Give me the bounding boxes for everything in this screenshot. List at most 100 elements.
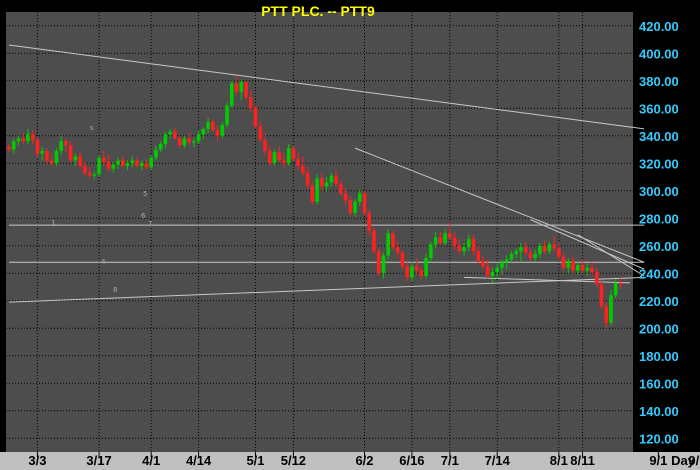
candle-body — [429, 244, 433, 259]
candle-body — [68, 145, 73, 161]
candle-body — [26, 134, 30, 142]
candle-body — [73, 156, 78, 161]
candle — [149, 155, 153, 171]
candle-body — [310, 185, 315, 202]
x-tick-label: 7/14 — [485, 453, 511, 468]
candle — [253, 105, 258, 129]
candle — [49, 153, 54, 166]
candle — [206, 117, 210, 133]
candle-body — [116, 160, 120, 165]
candle — [452, 232, 457, 250]
candle — [154, 145, 158, 161]
candle — [16, 135, 21, 146]
candle — [495, 263, 500, 279]
candle-body — [448, 233, 452, 238]
candle-body — [21, 138, 26, 142]
candle-body — [49, 160, 54, 164]
trendline — [8, 276, 645, 303]
x-tick-label: 8/1 — [550, 453, 568, 468]
candle — [64, 138, 68, 153]
trendline — [464, 276, 630, 284]
candle — [78, 152, 82, 169]
candle-body — [405, 266, 409, 278]
candle — [561, 252, 566, 271]
candle — [244, 80, 248, 100]
candle-body — [542, 245, 547, 252]
x-tick-label: 7/1 — [441, 453, 459, 468]
candle — [414, 258, 419, 275]
candle — [538, 243, 542, 259]
candle — [92, 171, 97, 180]
x-tick-label: 4/14 — [186, 453, 212, 468]
trendline — [8, 44, 645, 130]
candle — [40, 146, 44, 161]
plot-area — [6, 12, 633, 452]
candle-body — [286, 148, 291, 164]
candle — [357, 189, 362, 206]
candle-body — [604, 306, 609, 323]
candle-body — [154, 149, 158, 158]
candle-body — [329, 175, 334, 183]
candle-body — [125, 163, 130, 166]
candle-body — [192, 141, 196, 143]
x-tick-label: 4/1 — [142, 453, 160, 468]
candle-body — [585, 267, 590, 271]
candle — [277, 146, 281, 164]
y-tick-label: 240.00 — [639, 266, 679, 281]
candle — [168, 128, 172, 139]
candle-body — [196, 134, 201, 142]
candle-body — [557, 248, 561, 257]
candle — [476, 245, 481, 264]
candle — [329, 172, 334, 187]
candle — [97, 155, 101, 177]
candle — [353, 199, 357, 217]
candle-body — [315, 178, 319, 202]
candle-body — [414, 266, 419, 271]
candle-body — [291, 148, 296, 160]
candle — [11, 138, 16, 154]
candle-body — [120, 160, 125, 166]
candle — [609, 289, 613, 326]
candle-body — [438, 237, 443, 243]
candle-body — [272, 152, 277, 164]
candle-body — [97, 157, 101, 175]
candle — [7, 144, 11, 153]
candle — [576, 262, 580, 275]
candle-body — [348, 200, 353, 213]
candle-body — [381, 255, 386, 274]
candle — [552, 236, 556, 252]
candle-body — [424, 258, 428, 276]
candle-body — [576, 265, 580, 271]
candle-body — [324, 182, 329, 187]
candle — [291, 145, 296, 162]
candle-body — [528, 252, 533, 259]
candle — [462, 243, 466, 257]
candle — [509, 251, 514, 263]
candle — [324, 177, 329, 193]
candle-body — [533, 254, 537, 259]
candle-body — [45, 150, 49, 161]
candle-body — [11, 141, 16, 150]
candle — [339, 179, 343, 197]
candle — [272, 149, 277, 166]
candle-body — [618, 282, 623, 285]
candle-body — [481, 260, 485, 267]
candle — [220, 122, 225, 139]
candle — [106, 155, 111, 172]
candle-body — [613, 282, 618, 296]
x-axis-band — [0, 452, 700, 470]
y-tick-label: 380.00 — [639, 74, 679, 89]
candle-body — [244, 82, 248, 98]
candle — [395, 241, 400, 259]
candle — [135, 157, 139, 168]
candle-body — [609, 295, 613, 323]
candle — [533, 249, 537, 263]
candle — [120, 156, 125, 168]
candle-body — [111, 164, 116, 169]
x-tick-label: 6/16 — [399, 453, 424, 468]
candle — [234, 76, 239, 95]
candle-body — [92, 174, 97, 176]
y-tick-label: 300.00 — [639, 184, 679, 199]
y-tick-label: 400.00 — [639, 46, 679, 61]
candle — [187, 133, 191, 146]
